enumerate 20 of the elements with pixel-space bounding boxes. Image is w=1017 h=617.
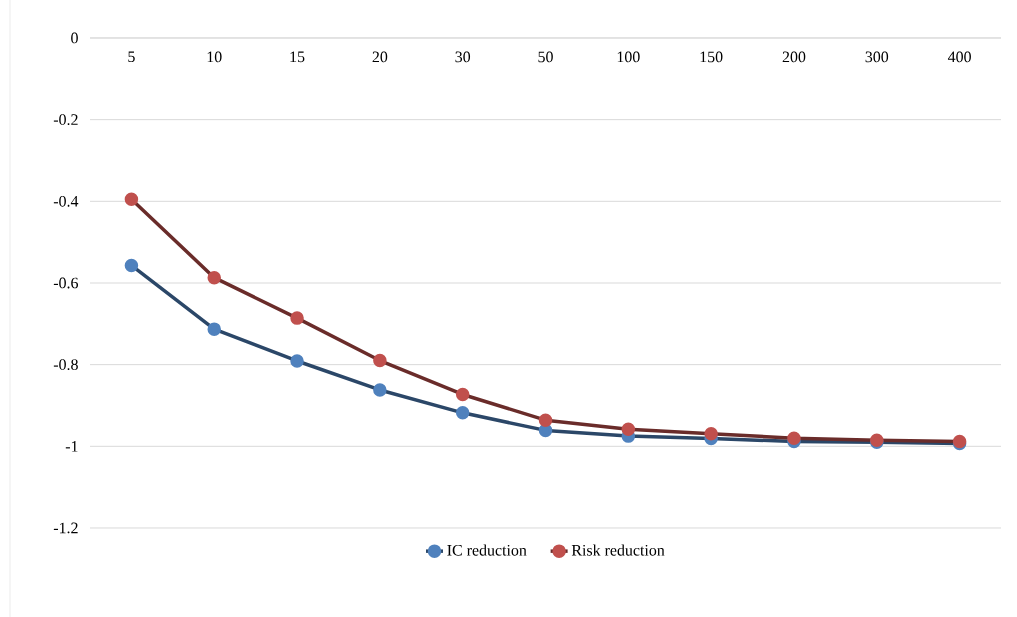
- y-tick-label: 0: [71, 32, 78, 44]
- x-tick-label: 300: [865, 51, 889, 63]
- x-tick-label: 150: [700, 51, 723, 63]
- y-tick-label: -0.6: [53, 277, 79, 289]
- x-tick-label: 200: [782, 51, 806, 63]
- y-tick-label: -0.2: [53, 114, 78, 126]
- y-tick-label: -1.2: [53, 522, 78, 534]
- x-tick-label: 50: [538, 51, 553, 63]
- x-tick-label: 15: [290, 51, 305, 63]
- x-tick-label: 10: [207, 51, 222, 63]
- y-tick-label: -0.8: [53, 359, 78, 371]
- y-tick-label: -1: [65, 441, 78, 452]
- x-tick-label: 100: [617, 51, 640, 63]
- x-tick-label: 20: [372, 51, 388, 63]
- y-tick-label: -0.4: [53, 195, 79, 207]
- legend-label: Risk reduction: [571, 544, 665, 556]
- x-tick-label: 400: [947, 51, 971, 63]
- legend-label: IC reduction: [447, 544, 527, 556]
- x-tick-label: 5: [128, 51, 135, 63]
- x-tick-label: 30: [455, 51, 471, 63]
